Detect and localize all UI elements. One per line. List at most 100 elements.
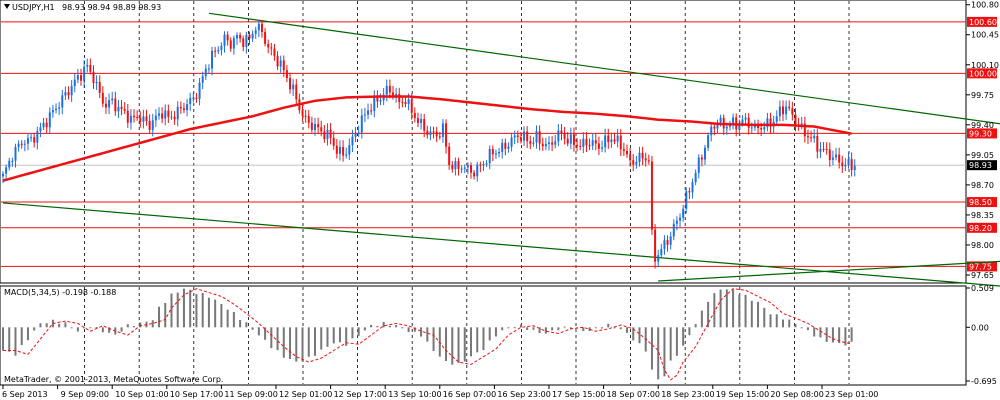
macd-bar xyxy=(507,327,510,329)
collapse-arrow-icon[interactable] xyxy=(4,4,10,9)
candle-body xyxy=(273,48,276,56)
candle-body xyxy=(641,152,644,159)
candle-body xyxy=(370,110,373,112)
candle-body xyxy=(454,161,457,170)
macd-bar xyxy=(732,289,735,328)
macd-bar xyxy=(95,326,98,328)
candle-body xyxy=(810,137,813,139)
candle-body xyxy=(426,130,429,136)
candle-body xyxy=(92,71,95,84)
candle-body xyxy=(657,255,660,262)
candle-body xyxy=(64,92,67,96)
candle-body xyxy=(704,147,706,160)
macd-bar xyxy=(182,288,185,328)
macd-bar xyxy=(195,293,198,328)
macd-bar xyxy=(332,327,335,344)
candle-body xyxy=(669,236,672,245)
macd-bar xyxy=(594,327,597,329)
x-tick-label: 6 Sep 2013 xyxy=(2,390,48,399)
candle-body xyxy=(413,112,416,119)
macd-bar xyxy=(744,294,747,328)
candle-body xyxy=(463,167,466,169)
candle-body xyxy=(629,154,632,161)
candle-body xyxy=(647,160,650,162)
candle-body xyxy=(164,110,167,119)
candle-body xyxy=(429,131,432,136)
candle-body xyxy=(285,70,288,79)
candle-body xyxy=(744,117,747,120)
macd-bar xyxy=(376,325,379,328)
candle-body xyxy=(151,120,154,130)
macd-bar xyxy=(420,327,423,337)
y-tick-label: 100.80 xyxy=(971,1,999,10)
macd-bar xyxy=(650,327,653,370)
candle-body xyxy=(588,145,591,147)
candle-body xyxy=(494,153,497,155)
x-tick-label: 17 Sep 15:00 xyxy=(552,390,605,399)
macd-bar xyxy=(164,302,167,328)
candle-body xyxy=(835,154,838,158)
candle-body xyxy=(248,34,251,39)
macd-bar xyxy=(58,323,61,328)
candle-body xyxy=(491,149,494,155)
candle-body xyxy=(847,159,850,165)
macd-bar xyxy=(800,327,803,329)
candle-body xyxy=(379,100,382,102)
macd-bar xyxy=(139,322,142,328)
x-tick-label: 16 Sep 07:00 xyxy=(443,390,496,399)
y-tick-label: 99.05 xyxy=(971,151,994,160)
candle-body xyxy=(853,165,856,171)
x-tick-label: 23 Sep 01:00 xyxy=(825,390,878,399)
candle-body xyxy=(404,102,407,105)
candle-body xyxy=(301,110,304,116)
candle-body xyxy=(161,113,164,119)
candle-body xyxy=(585,138,588,146)
candle-body xyxy=(257,23,260,31)
candle-body xyxy=(2,173,4,177)
macd-bar xyxy=(207,297,210,328)
candle-body xyxy=(179,107,182,109)
macd-bar xyxy=(588,327,591,331)
candle-body xyxy=(176,107,179,120)
level-tag-label: 98.20 xyxy=(969,224,992,233)
candle-body xyxy=(11,160,14,162)
candle-body xyxy=(691,182,694,193)
candle-body xyxy=(710,126,713,136)
candle-body xyxy=(207,68,210,70)
macd-bar xyxy=(675,327,678,356)
macd-bar xyxy=(276,327,279,351)
candle-body xyxy=(270,47,273,49)
candle-body xyxy=(753,124,756,128)
candle-body xyxy=(55,108,58,111)
candle-body xyxy=(828,149,831,160)
candle-body xyxy=(351,136,354,146)
macd-bar xyxy=(551,327,554,331)
candle-body xyxy=(98,81,101,93)
macd-bar xyxy=(601,327,604,329)
candle-body xyxy=(635,162,638,165)
candle-body xyxy=(363,114,366,116)
macd-bar xyxy=(83,327,86,329)
macd-bar xyxy=(607,323,610,328)
candle-body xyxy=(563,133,566,139)
candle-body xyxy=(120,106,123,109)
macd-bar xyxy=(657,327,660,380)
candle-body xyxy=(597,143,600,149)
macd-bar xyxy=(151,320,154,328)
macd-bar xyxy=(307,327,310,357)
candle-body xyxy=(719,117,722,123)
candle-body xyxy=(541,143,544,147)
candle-body xyxy=(732,117,735,125)
candle-body xyxy=(482,164,485,166)
candle-body xyxy=(794,114,797,125)
candle-body xyxy=(385,85,388,95)
candle-body xyxy=(329,129,332,138)
candle-body xyxy=(479,164,482,166)
candle-body xyxy=(45,122,48,128)
candle-body xyxy=(716,122,719,129)
candle-body xyxy=(223,34,226,46)
candle-body xyxy=(295,84,298,100)
candle-body xyxy=(73,79,76,87)
candle-body xyxy=(376,97,379,102)
